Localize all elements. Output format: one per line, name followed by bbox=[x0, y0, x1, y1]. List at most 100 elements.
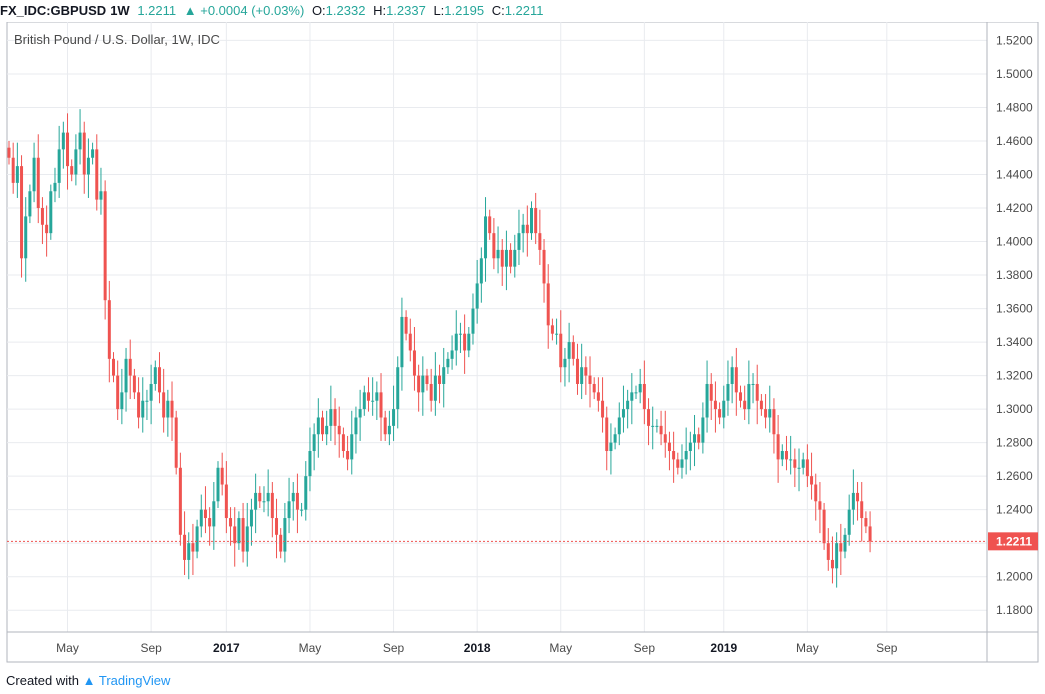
candle-body bbox=[153, 367, 157, 384]
candle-body bbox=[764, 409, 768, 418]
candle-body bbox=[216, 467, 220, 502]
candle-body bbox=[346, 451, 350, 460]
x-tick-label: Sep bbox=[634, 641, 656, 655]
candle-body bbox=[28, 191, 32, 217]
candle-body bbox=[747, 383, 751, 410]
candle-body bbox=[743, 400, 747, 410]
interval[interactable]: 1W bbox=[110, 3, 130, 18]
candle-body bbox=[203, 509, 207, 519]
candle-body bbox=[187, 543, 191, 560]
candle-body bbox=[15, 166, 19, 183]
candle-body bbox=[471, 308, 475, 334]
candle-body bbox=[170, 400, 174, 418]
candle-body bbox=[237, 518, 241, 544]
candle-body bbox=[542, 249, 546, 284]
x-tick-label: Sep bbox=[383, 641, 405, 655]
price-axis[interactable]: 1.18001.20001.22001.24001.26001.28001.30… bbox=[988, 33, 1038, 617]
candle-body bbox=[484, 216, 488, 259]
candle-body bbox=[162, 392, 166, 418]
candles bbox=[7, 109, 872, 588]
candle-body bbox=[680, 459, 684, 468]
last-price-tag bbox=[988, 532, 1038, 551]
candle-body bbox=[24, 216, 28, 259]
candle-body bbox=[337, 425, 341, 435]
candle-body bbox=[145, 400, 149, 402]
candle-body bbox=[254, 492, 258, 510]
candle-body bbox=[651, 425, 655, 427]
y-tick-label: 1.5000 bbox=[996, 67, 1033, 81]
high-value: 1.2337 bbox=[386, 3, 426, 18]
candle-body bbox=[333, 409, 337, 426]
y-tick-label: 1.4400 bbox=[996, 168, 1033, 182]
chart-title: British Pound / U.S. Dollar, 1W, IDC bbox=[14, 32, 220, 47]
candle-body bbox=[341, 434, 345, 452]
candle-body bbox=[739, 392, 742, 401]
candle-body bbox=[241, 518, 245, 552]
candle-body bbox=[78, 132, 82, 150]
candle-body bbox=[521, 224, 525, 234]
y-tick-label: 1.2800 bbox=[996, 436, 1033, 450]
candle-body bbox=[475, 283, 479, 309]
candle-body bbox=[157, 367, 161, 393]
candle-body bbox=[270, 492, 274, 519]
candle-body bbox=[847, 509, 851, 535]
candle-body bbox=[467, 333, 471, 351]
candle-body bbox=[421, 375, 425, 393]
candle-body bbox=[387, 425, 391, 435]
candle-body bbox=[45, 224, 49, 234]
candle-body bbox=[400, 316, 404, 368]
candle-body bbox=[220, 467, 224, 485]
candle-body bbox=[116, 375, 120, 410]
tradingview-brand[interactable]: TradingView bbox=[98, 673, 171, 688]
candle-body bbox=[555, 333, 559, 335]
low-label: L: bbox=[433, 3, 445, 18]
candle-body bbox=[500, 249, 504, 267]
candle-body bbox=[843, 534, 847, 552]
candle-body bbox=[534, 208, 538, 234]
candle-body bbox=[626, 400, 630, 410]
candle-body bbox=[99, 191, 103, 200]
candle-body bbox=[463, 333, 467, 351]
candle-body bbox=[701, 417, 705, 443]
candle-body bbox=[563, 358, 567, 368]
candle-body bbox=[375, 392, 379, 401]
candle-body bbox=[312, 434, 316, 452]
candle-body bbox=[358, 409, 362, 418]
candle-body bbox=[262, 501, 266, 503]
chart-area[interactable]: 1.18001.20001.22001.24001.26001.28001.30… bbox=[0, 22, 1045, 670]
candle-body bbox=[588, 375, 592, 384]
candle-body bbox=[266, 492, 270, 502]
candle-body bbox=[835, 543, 839, 569]
candle-body bbox=[70, 166, 74, 175]
candle-body bbox=[630, 392, 634, 401]
candle-body bbox=[868, 526, 872, 542]
y-tick-label: 1.3000 bbox=[996, 402, 1033, 416]
candle-body bbox=[584, 367, 588, 376]
candle-body bbox=[672, 451, 676, 460]
candle-body bbox=[479, 258, 483, 284]
candle-body bbox=[789, 459, 793, 461]
candle-body bbox=[718, 409, 722, 418]
time-axis[interactable]: May Sep 2017 May Sep 2018 May Sep 2019 May Sep bbox=[56, 641, 898, 655]
candle-body bbox=[751, 383, 755, 385]
candle-body bbox=[830, 559, 834, 569]
candle-body bbox=[32, 157, 36, 192]
candle-body bbox=[851, 492, 855, 510]
candle-body bbox=[525, 224, 529, 234]
candle-body bbox=[513, 249, 517, 267]
candle-body bbox=[797, 467, 801, 469]
candle-body bbox=[530, 208, 533, 234]
candle-body bbox=[212, 501, 216, 527]
y-tick-label: 1.1800 bbox=[996, 603, 1033, 617]
y-tick-label: 1.3400 bbox=[996, 335, 1033, 349]
candle-body bbox=[408, 333, 412, 351]
candle-body bbox=[417, 375, 421, 393]
symbol-name[interactable]: FX_IDC:GBPUSD bbox=[0, 3, 107, 18]
tradingview-logo-icon: ▲ bbox=[82, 673, 96, 688]
candle-body bbox=[183, 534, 187, 560]
candle-body bbox=[488, 216, 492, 234]
candle-body bbox=[7, 147, 11, 158]
candle-body bbox=[592, 383, 596, 393]
candle-body bbox=[354, 417, 358, 435]
x-tick-label: 2019 bbox=[710, 641, 737, 655]
